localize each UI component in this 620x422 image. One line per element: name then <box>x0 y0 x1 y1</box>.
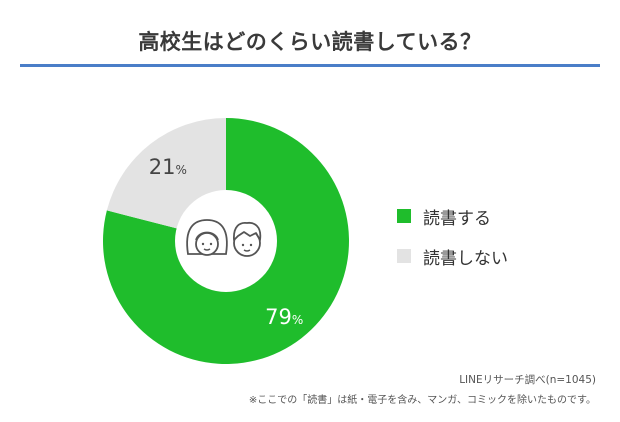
data-label-not-read: 21% <box>149 155 187 179</box>
data-label-read: 79% <box>265 305 303 329</box>
legend-item-read: 読書する <box>397 203 508 229</box>
definition-note: ※ここでの「読書」は紙・電子を含み、マンガ、コミックを除いたものです。 <box>248 395 596 406</box>
legend-label-not-read: 読書しない <box>423 248 508 269</box>
chart-title: 高校生はどのくらい読書している？ <box>138 30 482 54</box>
legend-swatch-read <box>397 209 411 223</box>
girl-face-icon <box>186 219 228 256</box>
boy-face-icon <box>233 221 262 257</box>
center-illustration <box>186 219 262 257</box>
legend-swatch-not-read <box>397 249 411 263</box>
legend-item-not-read: 読書しない <box>397 243 508 269</box>
source-note: LINEリサーチ調べ(n=1045) <box>459 374 596 386</box>
legend-label-read: 読書する <box>423 208 491 229</box>
chart-legend: 読書する 読書しない <box>397 203 508 283</box>
title-underline <box>20 64 600 67</box>
